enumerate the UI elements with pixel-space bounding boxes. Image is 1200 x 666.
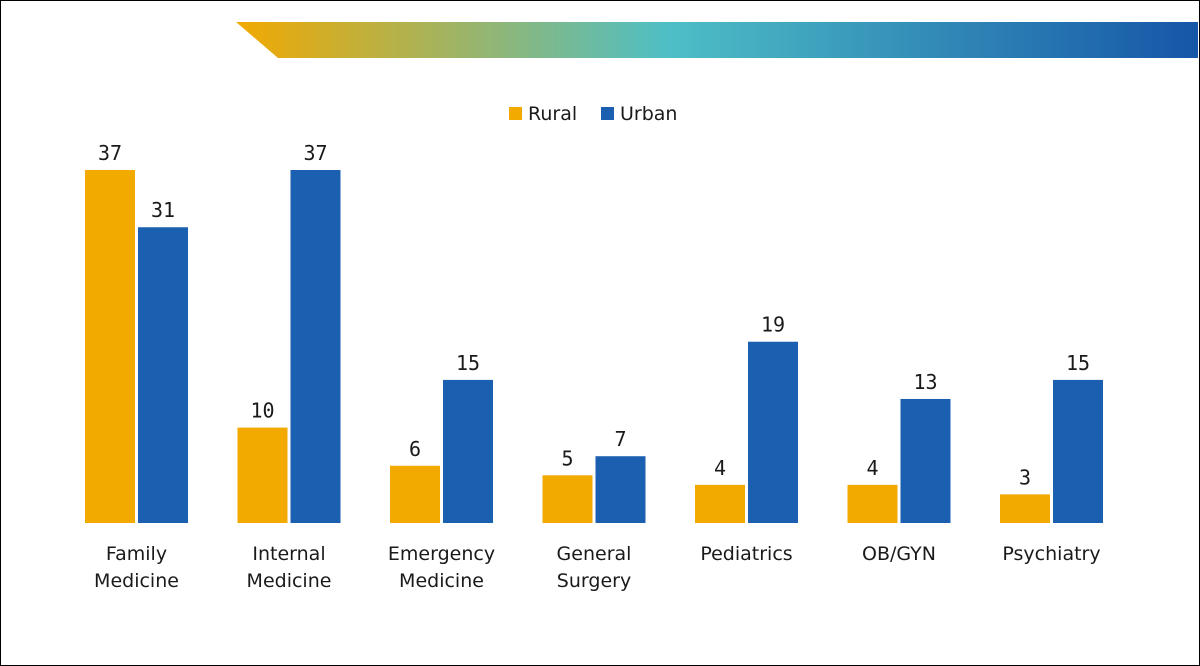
legend: Rural Urban xyxy=(509,103,677,125)
bar-urban-3 xyxy=(595,456,646,523)
value-label-rural-5: 4 xyxy=(866,456,878,480)
category-label-4: Pediatrics xyxy=(700,543,792,565)
bar-urban-5 xyxy=(900,398,951,523)
value-label-urban-3: 7 xyxy=(614,427,626,451)
bar-urban-4 xyxy=(748,341,798,523)
value-label-rural-4: 4 xyxy=(714,456,726,480)
value-label-urban-0: 31 xyxy=(151,198,175,222)
category-label-5: OB/GYN xyxy=(862,543,936,565)
category-label-6: Psychiatry xyxy=(1002,543,1100,565)
bar-rural-1 xyxy=(237,427,288,523)
value-label-rural-2: 6 xyxy=(409,437,421,461)
value-label-urban-2: 15 xyxy=(456,351,480,375)
bar-rural-4 xyxy=(695,484,745,523)
bar-urban-1 xyxy=(290,170,341,523)
bar-rural-6 xyxy=(1000,494,1050,523)
value-labels-group: 37 31 10 37 6 15 5 7 4 19 4 13 3 15 xyxy=(98,141,1090,489)
category-label-3: General Surgery xyxy=(557,543,632,592)
category-label-2: Emergency Medicine xyxy=(388,543,495,592)
value-label-urban-1: 37 xyxy=(303,141,327,165)
legend-swatch-urban xyxy=(601,107,614,120)
category-label-1: Internal Medicine xyxy=(247,543,332,592)
value-label-rural-3: 5 xyxy=(561,446,573,470)
value-label-rural-0: 37 xyxy=(98,141,122,165)
legend-swatch-rural xyxy=(509,107,522,120)
bar-urban-2 xyxy=(443,379,493,523)
bar-rural-0 xyxy=(85,170,135,523)
bar-rural-2 xyxy=(390,465,440,523)
header-banner xyxy=(236,22,1198,58)
value-label-urban-5: 13 xyxy=(913,370,937,394)
bar-urban-6 xyxy=(1053,379,1103,523)
legend-label-urban: Urban xyxy=(620,103,677,125)
value-label-rural-1: 10 xyxy=(250,399,274,423)
value-label-rural-6: 3 xyxy=(1019,465,1031,489)
category-label-0: Family Medicine xyxy=(94,543,179,592)
category-labels-group: Family Medicine Internal Medicine Emergency M… xyxy=(94,543,1101,592)
bar-rural-3 xyxy=(542,475,593,523)
bar-urban-0 xyxy=(138,227,188,524)
bar-rural-5 xyxy=(847,484,898,523)
bars-group xyxy=(85,170,1103,524)
value-label-urban-4: 19 xyxy=(761,313,785,337)
value-label-urban-6: 15 xyxy=(1066,351,1090,375)
legend-label-rural: Rural xyxy=(528,103,577,125)
